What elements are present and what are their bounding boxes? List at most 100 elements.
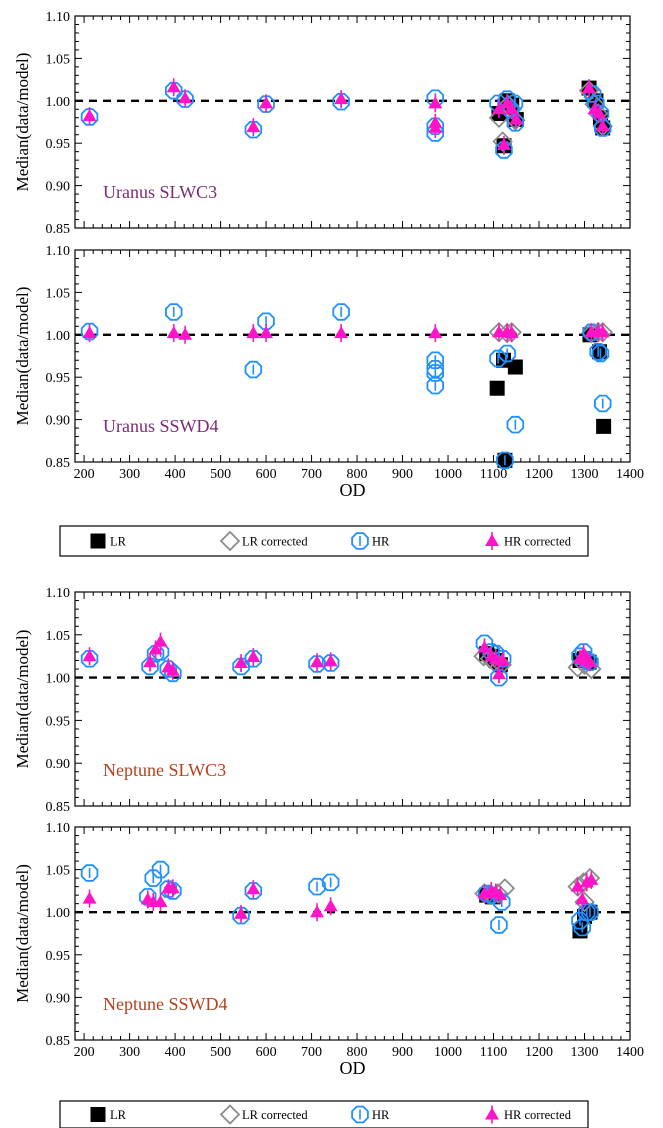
series-hr-corrected: [82, 322, 610, 344]
x-tick-label: 300: [119, 467, 140, 482]
data-point-hr-corrected: [428, 94, 443, 113]
hr-octagon-shape: [581, 903, 599, 921]
hr-octagon-shape: [244, 120, 263, 139]
hr-corrected-triangle-shape: [259, 96, 274, 109]
data-point-hr-corrected: [582, 79, 597, 98]
x-tick-label: 1400: [616, 1045, 644, 1060]
data-point-hr-corrected: [82, 107, 97, 126]
hr-corrected-triangle-shape: [165, 881, 180, 894]
data-point-hr-corrected: [323, 652, 338, 671]
hr-corrected-triangle-shape: [310, 655, 325, 668]
y-tick-label: 0.95: [46, 949, 71, 964]
lr-square-shape: [90, 533, 106, 549]
data-point-hr-corrected: [592, 104, 607, 123]
hr-corrected-triangle-shape: [428, 326, 443, 339]
y-tick-label: 0.90: [46, 991, 71, 1006]
data-point-lr: [507, 359, 523, 375]
hr-corrected-triangle-shape: [234, 656, 249, 669]
data-point-hr-corrected: [259, 94, 274, 113]
legend-label: HR corrected: [504, 1108, 572, 1122]
data-point-hr-corrected: [310, 653, 325, 672]
data-point-hr-corrected: [165, 661, 180, 680]
x-tick-label: 400: [165, 1045, 186, 1060]
hr-corrected-triangle-shape: [334, 92, 349, 105]
data-point-hr: [496, 451, 514, 470]
legend-marker: [90, 533, 106, 549]
hr-corrected-triangle-shape: [509, 112, 524, 125]
hr-octagon-shape: [594, 119, 612, 137]
hr-octagon-shape: [426, 117, 445, 136]
hr-octagon-shape: [426, 124, 445, 142]
data-point-hr-corrected: [491, 100, 506, 119]
hr-octagon-shape: [490, 916, 508, 934]
hr-corrected-triangle-shape: [595, 119, 610, 132]
data-point-hr: [506, 415, 525, 434]
data-point-hr: [591, 344, 610, 363]
x-axis-label: OD: [340, 1058, 366, 1078]
x-tick-label: 1300: [571, 467, 599, 482]
hr-corrected-triangle-shape: [582, 81, 597, 94]
hr-corrected-triangle-shape: [504, 326, 519, 339]
data-point-hr: [573, 918, 591, 937]
hr-corrected-triangle-shape: [491, 667, 506, 680]
legend-entry-hr: HR: [351, 532, 390, 550]
lr-corrected-diamond-shape: [219, 530, 241, 552]
y-tick-label: 0.95: [46, 137, 71, 152]
legend-entry-lr: LR: [90, 1107, 127, 1122]
series-hr: [80, 303, 612, 470]
hr-octagon-shape: [244, 360, 263, 379]
hr-octagon-shape: [591, 344, 610, 363]
hr-octagon-shape: [426, 351, 445, 370]
hr-corrected-triangle-shape: [259, 326, 274, 339]
lr-corrected-diamond-shape: [219, 1104, 241, 1125]
hr-corrected-triangle-shape: [496, 137, 511, 150]
lr-square-shape: [507, 359, 523, 375]
hr-octagon-shape: [80, 108, 99, 126]
data-point-hr-corrected: [153, 892, 168, 911]
y-tick-label: 1.05: [46, 629, 71, 644]
series-hr-corrected: [82, 78, 610, 154]
hr-corrected-triangle-shape: [495, 653, 510, 666]
x-tick-label: 700: [301, 467, 322, 482]
data-point-hr-corrected: [582, 653, 597, 672]
data-point-hr: [151, 860, 170, 879]
hr-corrected-triangle-shape: [428, 120, 443, 133]
lr-square-shape: [489, 380, 505, 396]
data-point-hr-corrected: [234, 654, 249, 673]
y-tick-label: 1.10: [46, 244, 71, 259]
hr-octagon-shape: [144, 869, 163, 887]
legend-label: LR: [110, 535, 127, 549]
data-point-hr-corrected: [509, 110, 524, 129]
hr-octagon-shape: [146, 644, 165, 663]
y-tick-label: 0.85: [46, 800, 71, 815]
plot-frame: [74, 591, 631, 807]
panel-label: Neptune SSWD4: [103, 994, 228, 1014]
x-tick-label: 500: [210, 1045, 231, 1060]
x-tick-label: 1000: [434, 467, 462, 482]
y-axis-label: Median(data/model): [13, 864, 32, 1003]
legend-label: HR: [372, 1108, 390, 1122]
data-point-hr-corrected: [166, 324, 181, 343]
chart-panel-3: 0.85 0.90 0.95 1.00 1.05 1.10 Median(data/mode…: [13, 586, 631, 815]
legend-label: HR corrected: [504, 535, 572, 549]
hr-corrected-triangle-shape: [493, 888, 508, 901]
hr-octagon-shape: [151, 860, 170, 879]
hr-corrected-triangle-shape: [148, 642, 163, 655]
x-tick-label: 1200: [525, 467, 553, 482]
panel-label: Neptune SLWC3: [103, 760, 226, 780]
hr-corrected-triangle-shape: [592, 106, 607, 119]
data-point-lr-corrected: [492, 131, 513, 152]
data-point-hr-corrected: [246, 324, 261, 343]
hr-octagon-shape: [80, 864, 99, 882]
hr-corrected-triangle-shape: [153, 634, 168, 647]
y-tick-label: 1.05: [46, 52, 71, 67]
hr-corrected-triangle-shape: [323, 654, 338, 667]
hr-corrected-triangle-shape: [82, 891, 97, 904]
data-point-hr-corrected: [334, 324, 349, 343]
legend-label: LR corrected: [242, 1108, 308, 1122]
data-point-hr-corrected: [491, 665, 506, 684]
data-point-hr-corrected: [82, 889, 97, 908]
hr-corrected-triangle-shape: [491, 102, 506, 115]
hr-octagon-shape: [257, 95, 275, 113]
